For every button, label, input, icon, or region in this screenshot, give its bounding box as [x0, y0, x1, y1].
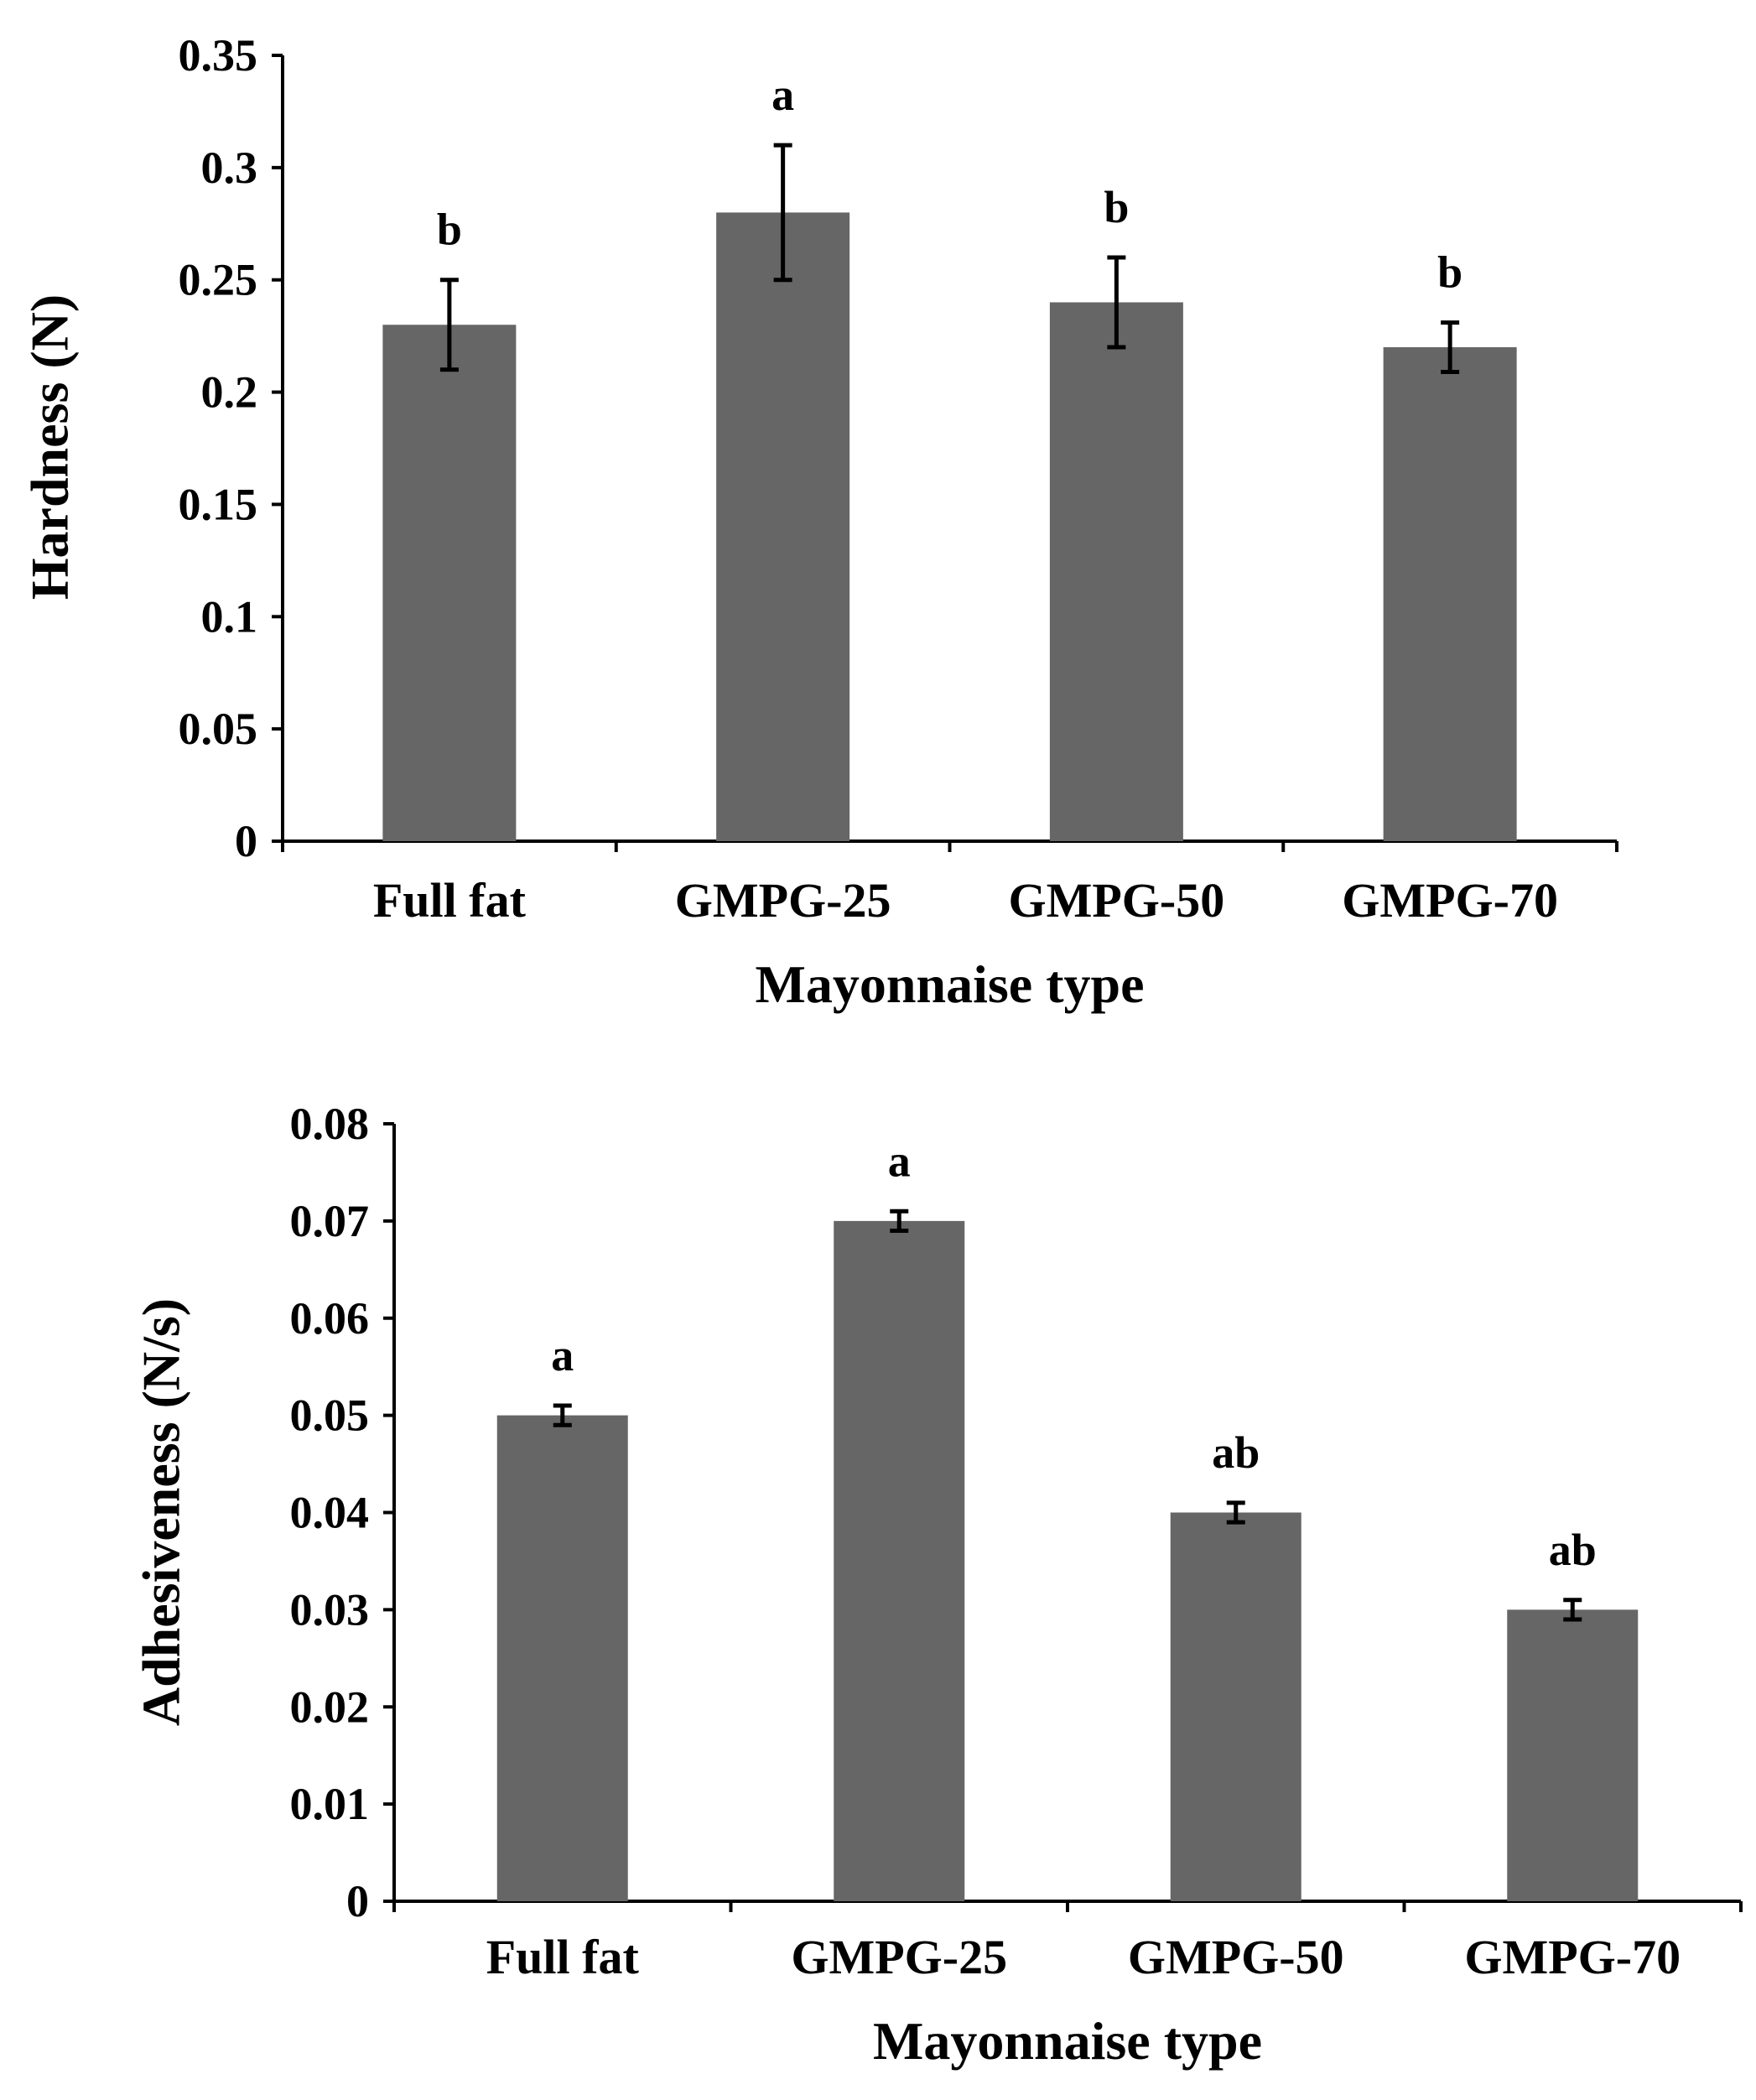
bar — [382, 325, 517, 841]
y-tick-label: 0.01 — [290, 1779, 370, 1829]
significance-label: ab — [1549, 1525, 1597, 1575]
y-tick-label: 0.07 — [290, 1196, 370, 1246]
y-axis-title: Adhesiveness (N/s) — [131, 1298, 190, 1726]
bar — [716, 212, 850, 841]
y-tick-label: 0.25 — [179, 255, 258, 305]
y-tick-label: 0.06 — [290, 1293, 370, 1344]
significance-label: b — [1104, 182, 1129, 232]
significance-label: a — [888, 1136, 911, 1186]
bar — [1507, 1609, 1639, 1901]
x-axis-title: Mayonnaise type — [873, 2011, 1262, 2071]
significance-label: b — [1437, 247, 1462, 298]
category-label: GMPG-70 — [1342, 873, 1558, 928]
category-label: GMPG-25 — [675, 873, 891, 928]
y-tick-label: 0.08 — [290, 1099, 370, 1149]
significance-label: ab — [1212, 1427, 1260, 1478]
category-label: GMPG-25 — [791, 1930, 1007, 1984]
bar — [496, 1415, 628, 1901]
significance-label: a — [771, 70, 794, 120]
adhesiveness-chart: 0 0.01 0.02 0.03 0.04 0.05 0.06 0.07 0.08 a Full f… — [131, 1099, 1743, 2071]
significance-label: a — [551, 1330, 574, 1380]
bar — [834, 1220, 965, 1901]
y-axis-title: Hardness (N) — [19, 294, 79, 600]
y-tick-label: 0 — [346, 1876, 369, 1926]
category-label: GMPG-50 — [1009, 873, 1225, 928]
y-tick-label: 0.04 — [290, 1488, 370, 1538]
bar — [1383, 347, 1517, 841]
y-tick-label: 0 — [235, 816, 257, 866]
y-tick-label: 0.1 — [201, 591, 258, 642]
category-label: Full fat — [373, 873, 527, 928]
category-label: GMPG-50 — [1128, 1930, 1344, 1984]
category-label: Full fat — [486, 1930, 640, 1984]
category-label: GMPG-70 — [1464, 1930, 1681, 1984]
y-tick-label: 0.35 — [179, 30, 258, 81]
y-tick-label: 0.03 — [290, 1584, 370, 1635]
hardness-chart: 0 0.05 0.1 0.15 0.2 0.25 0.3 0.35 b Full fat a GMPG… — [19, 30, 1618, 1014]
bar — [1049, 302, 1183, 841]
y-tick-label: 0.05 — [179, 704, 258, 754]
x-axis-title: Mayonnaise type — [756, 954, 1145, 1014]
y-tick-label: 0.2 — [201, 367, 258, 418]
y-tick-label: 0.02 — [290, 1682, 370, 1732]
y-tick-label: 0.15 — [179, 479, 258, 529]
bar — [1170, 1512, 1301, 1901]
y-tick-label: 0.3 — [201, 143, 258, 193]
significance-label: b — [437, 205, 462, 255]
y-tick-label: 0.05 — [290, 1390, 370, 1441]
